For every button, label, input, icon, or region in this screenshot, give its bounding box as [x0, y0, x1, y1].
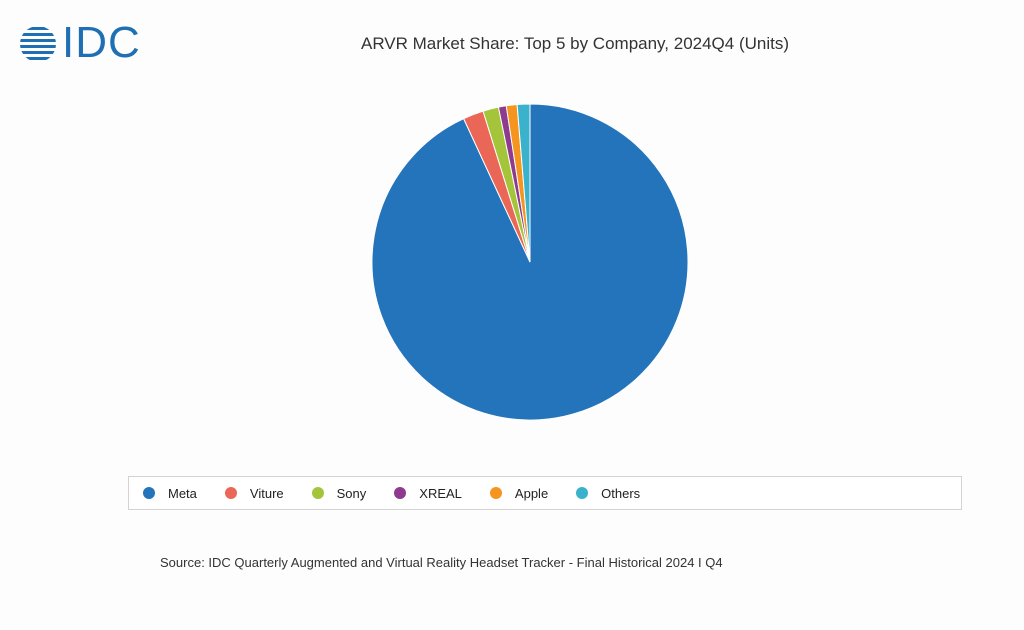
legend-item-apple[interactable]: Apple: [489, 485, 549, 501]
logo-text: IDC: [62, 18, 141, 67]
legend-item-xreal[interactable]: XREAL: [394, 486, 462, 501]
legend-swatch: [311, 487, 324, 499]
chart-legend: Meta Viture Sony XREAL Apple Others: [128, 476, 962, 510]
legend-item-others[interactable]: Others: [576, 486, 640, 501]
legend-label: Sony: [336, 485, 367, 501]
legend-label: Apple: [514, 485, 549, 501]
legend-swatch: [576, 487, 589, 499]
pie-chart: [371, 103, 689, 421]
legend-swatch: [489, 487, 502, 499]
legend-item-sony[interactable]: Sony: [311, 485, 367, 501]
idc-logo: IDC: [18, 18, 148, 67]
pie-slice-others[interactable]: [516, 103, 531, 263]
legend-label: Meta: [168, 485, 197, 501]
legend-swatch: [224, 487, 237, 499]
legend-item-meta[interactable]: Meta: [143, 486, 197, 501]
globe-icon: [20, 27, 56, 60]
source-note: Source: IDC Quarterly Augmented and Virt…: [160, 555, 723, 570]
legend-swatch: [143, 487, 155, 499]
chart-title: ARVR Market Share: Top 5 by Company, 202…: [360, 34, 790, 53]
legend-label: Others: [601, 485, 641, 501]
legend-label: XREAL: [419, 485, 462, 501]
legend-swatch: [394, 487, 407, 499]
legend-label: Viture: [249, 485, 284, 501]
legend-item-viture[interactable]: Viture: [224, 485, 284, 501]
